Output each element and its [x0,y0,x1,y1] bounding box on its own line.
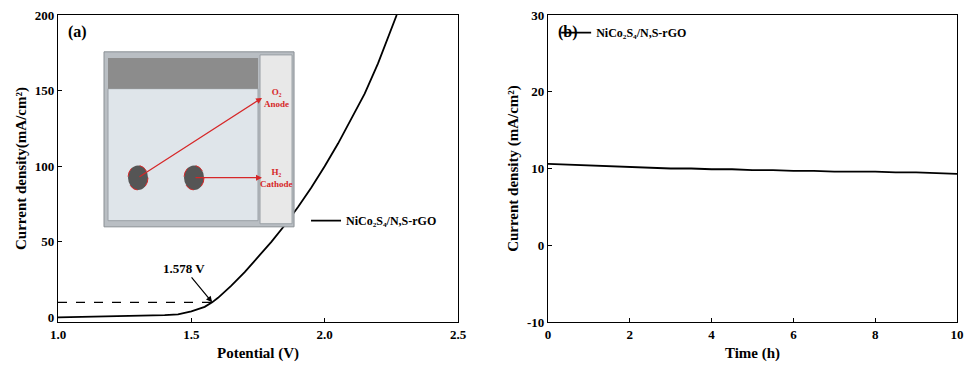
svg-text:-10: -10 [527,315,544,330]
svg-text:100: 100 [35,159,55,174]
svg-text:Current density(mA/cm²): Current density(mA/cm²) [13,87,30,250]
svg-text:20: 20 [531,84,544,99]
svg-text:(a): (a) [68,23,87,41]
svg-text:(b): (b) [558,23,578,41]
svg-text:2.0: 2.0 [317,327,333,342]
svg-text:150: 150 [35,83,55,98]
svg-text:30: 30 [531,8,544,23]
svg-text:8: 8 [872,327,879,342]
svg-text:O₂Anode: O₂Anode [264,87,289,109]
svg-text:10: 10 [950,327,963,342]
svg-text:Time (h): Time (h) [725,345,780,362]
svg-text:NiCo₂S₄/N,S-rGO: NiCo₂S₄/N,S-rGO [596,26,686,40]
svg-text:0: 0 [545,327,552,342]
svg-text:Current density (mA/cm²): Current density (mA/cm²) [505,85,522,252]
svg-text:10: 10 [531,161,544,176]
svg-text:1.5: 1.5 [183,327,200,342]
svg-text:4: 4 [708,327,715,342]
svg-text:2.5: 2.5 [450,327,467,342]
svg-text:H₂Cathode: H₂Cathode [260,167,293,189]
svg-text:Potential (V): Potential (V) [217,345,299,362]
svg-text:50: 50 [41,234,54,249]
svg-text:0: 0 [538,238,545,253]
svg-text:6: 6 [790,327,797,342]
svg-text:0: 0 [48,310,55,325]
svg-text:NiCo₂S₄/N,S-rGO: NiCo₂S₄/N,S-rGO [346,214,436,228]
svg-text:200: 200 [35,8,55,23]
svg-text:1.578 V: 1.578 V [163,261,205,276]
svg-text:1.0: 1.0 [50,327,66,342]
svg-text:2: 2 [627,327,634,342]
